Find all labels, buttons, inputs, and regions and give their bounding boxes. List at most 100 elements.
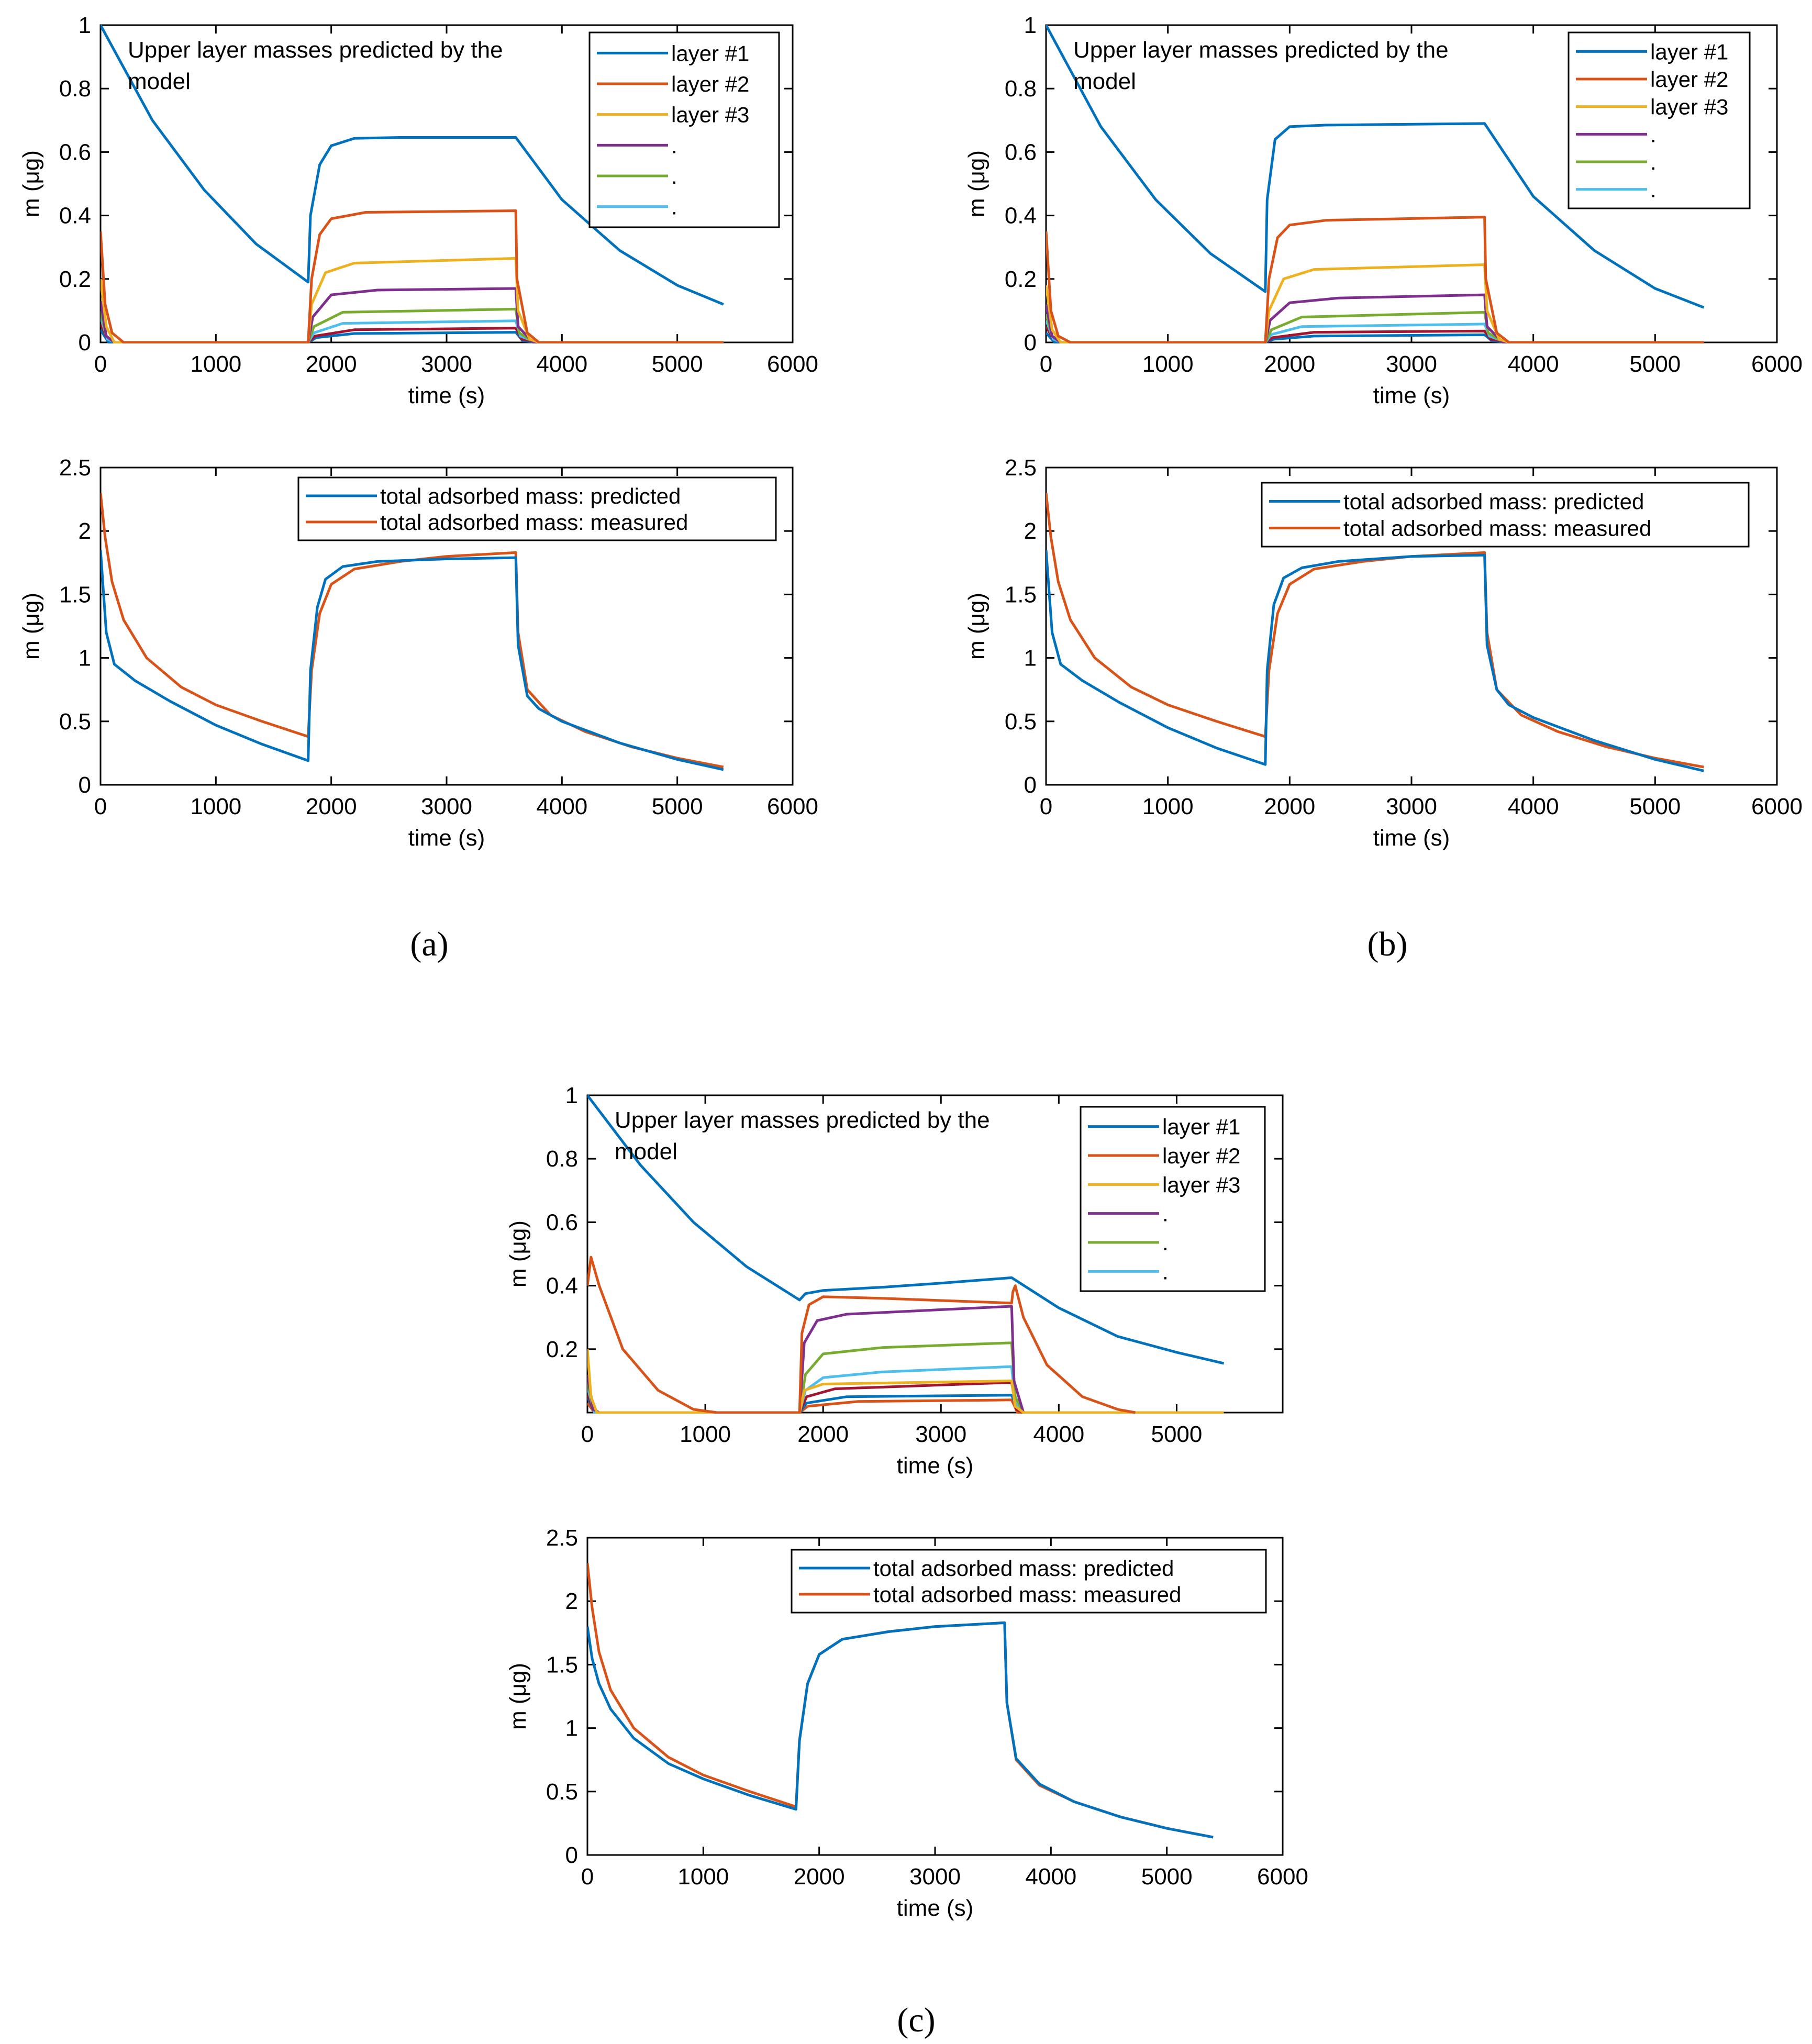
annotation-line: model (1073, 69, 1136, 94)
x-axis-label: time (s) (1373, 383, 1450, 408)
annotation-line: Upper layer masses predicted by the (1073, 37, 1449, 63)
legend-label: . (1162, 1259, 1169, 1284)
y-tick-label: 0.5 (59, 709, 91, 735)
x-tick-label: 0 (94, 351, 107, 377)
panel-label-c: (c) (897, 2001, 935, 2039)
x-tick-label: 1000 (677, 1864, 729, 1890)
series-line-total-adsorbed-mass-predicted (101, 550, 724, 771)
series-line-layer-2 (587, 1256, 1136, 1414)
legend-label: total adsorbed mass: measured (873, 1582, 1181, 1607)
chart-a-top: 0 1000 2000 3000 4000 5000 6000 0 0.2 0.4 0.6 0.8 1 t… (18, 13, 818, 408)
series-line-layer-1 (101, 24, 724, 306)
series-line-layer-2 (1046, 216, 1704, 343)
y-tick-label: 0.6 (1005, 139, 1037, 165)
panel-label-b: (b) (1368, 925, 1408, 963)
x-tick-label: 3000 (1386, 794, 1437, 819)
x-tick-label: 1000 (680, 1421, 731, 1447)
x-tick-label: 6000 (1751, 794, 1803, 819)
annotation-line: Upper layer masses predicted by the (615, 1107, 990, 1133)
y-tick-label: 1.5 (59, 582, 91, 607)
y-tick-label: 0 (79, 772, 91, 798)
legend-label: total adsorbed mass: predicted (873, 1556, 1174, 1581)
x-tick-label: 1000 (190, 351, 241, 377)
legend-label: layer #2 (671, 72, 749, 96)
y-tick-label: 0.8 (1005, 76, 1037, 102)
annotation-line: Upper layer masses predicted by the (128, 37, 503, 63)
x-axis-label: time (s) (897, 1453, 974, 1479)
series-line-layer-3 (587, 1349, 1224, 1414)
legend-box (791, 1549, 1267, 1614)
y-tick-label: 1 (565, 1716, 578, 1741)
legend-label: layer #1 (671, 41, 749, 65)
legend-label: . (1162, 1202, 1169, 1226)
annotation-line: model (128, 69, 191, 94)
x-axis-label: time (s) (1373, 825, 1450, 851)
x-axis-label: time (s) (897, 1895, 974, 1921)
x-tick-label: 4000 (1025, 1864, 1076, 1890)
legend-label: . (1650, 150, 1657, 174)
y-axis-label: m (μg) (18, 150, 44, 217)
series-line-layer-3 (1046, 263, 1704, 343)
panel-label-a: (a) (410, 925, 448, 963)
legend-label: total adsorbed mass: predicted (380, 484, 681, 508)
series-line-layer-3 (101, 257, 724, 343)
x-tick-label: 0 (1040, 351, 1052, 377)
y-tick-label: 0.5 (1005, 709, 1037, 735)
x-tick-label: 6000 (1751, 351, 1803, 377)
series-group (587, 1563, 1214, 1839)
y-tick-label: 0 (1024, 330, 1037, 356)
y-tick-label: 0.4 (546, 1273, 578, 1299)
series-group (1046, 493, 1704, 772)
y-tick-label: 0.2 (59, 266, 91, 292)
x-tick-label: 5000 (1629, 351, 1681, 377)
y-tick-label: 1 (79, 13, 91, 38)
x-tick-label: 5000 (1151, 1421, 1202, 1447)
x-tick-label: 2000 (794, 1864, 845, 1890)
x-tick-label: 0 (94, 794, 107, 819)
y-tick-label: 1 (565, 1083, 578, 1108)
y-tick-label: 2.5 (546, 1525, 578, 1551)
y-tick-label: 0.6 (546, 1209, 578, 1235)
y-tick-label: 1.5 (1005, 582, 1037, 607)
y-axis-label: m (μg) (18, 593, 44, 660)
y-tick-label: 1 (79, 646, 91, 671)
series-group (1046, 24, 1705, 343)
x-tick-label: 4000 (536, 794, 587, 819)
legend-label: layer #2 (1650, 67, 1728, 92)
legend-label: total adsorbed mass: measured (1343, 516, 1651, 541)
x-tick-label: 1000 (190, 794, 241, 819)
y-tick-label: 0.4 (59, 203, 91, 229)
legend-label: layer #2 (1162, 1143, 1240, 1168)
chart-c-top: 0 1000 2000 3000 4000 5000 0.2 0.4 0.6 0.8 1 time (… (505, 1083, 1284, 1479)
charts-root: 0 1000 2000 3000 4000 5000 600000.20.40.60.81t… (18, 13, 1803, 1921)
legend-box (588, 31, 780, 228)
legend-label: layer #1 (1162, 1115, 1240, 1139)
y-tick-label: 0 (79, 330, 91, 356)
x-tick-label: 3000 (1386, 351, 1437, 377)
legend-label: layer #1 (1650, 39, 1728, 64)
chart-b-bottom: 0 1000 2000 3000 4000 5000 6000 0 0.5 1 1.5 2 2.5 tim… (964, 455, 1803, 851)
chart-c-bottom: 0 1000 2000 3000 4000 5000 6000 0 0.5 1 1.5 2 2.5 tim… (505, 1525, 1308, 1921)
legend-box (1568, 31, 1751, 209)
y-axis-label: m (μg) (964, 593, 990, 660)
legend-box (1080, 1106, 1266, 1292)
x-tick-label: 3000 (421, 794, 472, 819)
y-tick-label: 0 (565, 1842, 578, 1868)
legend-label: total adsorbed mass: predicted (1343, 490, 1644, 514)
x-tick-label: 5000 (652, 351, 703, 377)
series-line-layer-2 (101, 209, 724, 343)
y-axis-label: m (μg) (964, 150, 990, 217)
x-tick-label: 3000 (915, 1421, 966, 1447)
x-tick-label: 5000 (652, 794, 703, 819)
series-line-total-adsorbed-mass-measured (1046, 493, 1704, 769)
y-tick-label: 0.5 (546, 1779, 578, 1805)
series-line-layer-1 (587, 1094, 1225, 1365)
legend-label: . (1162, 1230, 1169, 1255)
y-tick-label: 0.4 (1005, 203, 1037, 229)
series-line-layer-1 (1046, 24, 1705, 309)
y-tick-label: 2.5 (59, 455, 91, 481)
y-tick-label: 1 (1024, 13, 1037, 38)
legend-box (1261, 482, 1750, 548)
x-tick-label: 0 (1040, 794, 1052, 819)
